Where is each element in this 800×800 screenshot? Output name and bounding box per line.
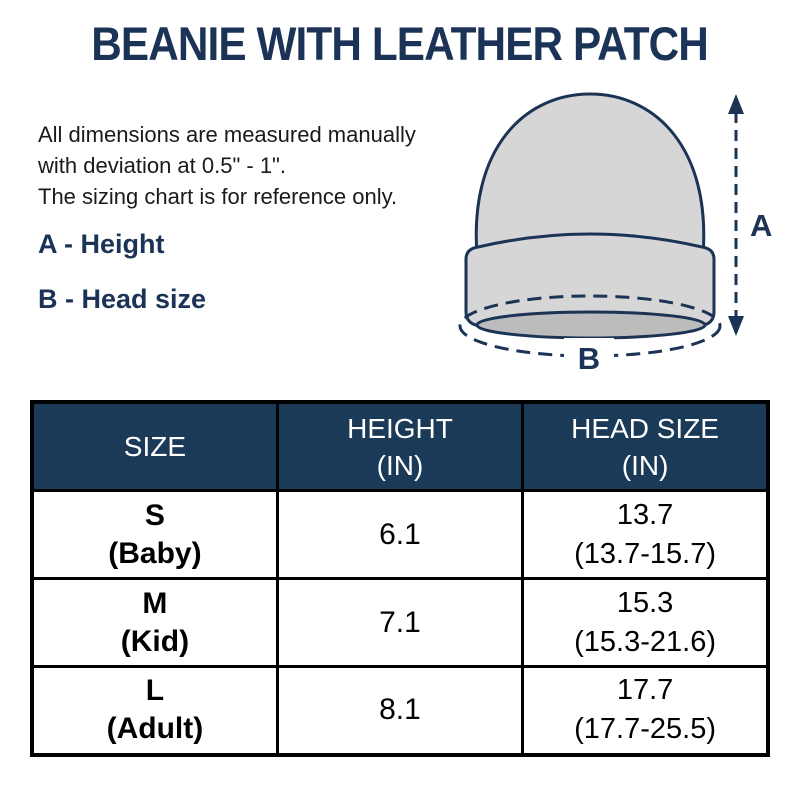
size-cell: S (Baby)	[30, 489, 279, 580]
header-head-size: HEAD SIZE (IN)	[521, 400, 770, 492]
head-size-cell: 15.3 (15.3-21.6)	[521, 577, 770, 668]
page-title-text: BEANIE WITH LEATHER PATCH	[91, 17, 710, 70]
head-size-cell: 13.7 (13.7-15.7)	[521, 489, 770, 580]
height-cell: 6.1	[275, 489, 525, 580]
beanie-opening	[475, 310, 707, 340]
header-row: SIZE HEIGHT (IN) HEAD SIZE (IN)	[30, 400, 770, 492]
b-label-mask	[564, 338, 614, 378]
legend-height: A - Height	[38, 229, 165, 259]
measurement-note: All dimensions are measured manually wit…	[38, 119, 416, 212]
note-line: The sizing chart is for reference only.	[38, 184, 398, 209]
height-cell: 8.1	[275, 665, 525, 756]
size-cell: M (Kid)	[30, 577, 279, 668]
height-letter: A	[750, 208, 772, 243]
table-row-large: L (Adult) 8.1 17.7 (17.7-25.5)	[30, 665, 770, 756]
beanie-diagram: B A	[458, 92, 772, 378]
table-row-small: S (Baby) 6.1 13.7 (13.7-15.7)	[30, 489, 770, 580]
size-chart-table-body: S (Baby) 6.1 13.7 (13.7-15.7) M (Kid) 7.…	[30, 489, 770, 756]
head-size-cell: 17.7 (17.7-25.5)	[521, 665, 770, 756]
note-line: All dimensions are measured manually	[38, 122, 416, 147]
header-height: HEIGHT (IN)	[275, 400, 525, 492]
note-line: with deviation at 0.5" - 1".	[38, 153, 286, 178]
arrow-up-icon	[728, 94, 744, 114]
table-row-medium: M (Kid) 7.1 15.3 (15.3-21.6)	[30, 577, 770, 668]
size-chart-table: SIZE HEIGHT (IN) HEAD SIZE (IN) S (Baby)…	[30, 400, 770, 757]
head-size-letter: B	[578, 341, 600, 376]
page-title: BEANIE WITH LEATHER PATCH	[0, 18, 800, 70]
height-cell: 7.1	[275, 577, 525, 668]
size-chart-table-header: SIZE HEIGHT (IN) HEAD SIZE (IN)	[30, 400, 770, 492]
beanie-dome	[474, 92, 706, 266]
size-cell: L (Adult)	[30, 665, 279, 756]
arrow-down-icon	[728, 316, 744, 336]
legend-head-size: B - Head size	[38, 284, 207, 314]
header-size: SIZE	[30, 400, 279, 492]
